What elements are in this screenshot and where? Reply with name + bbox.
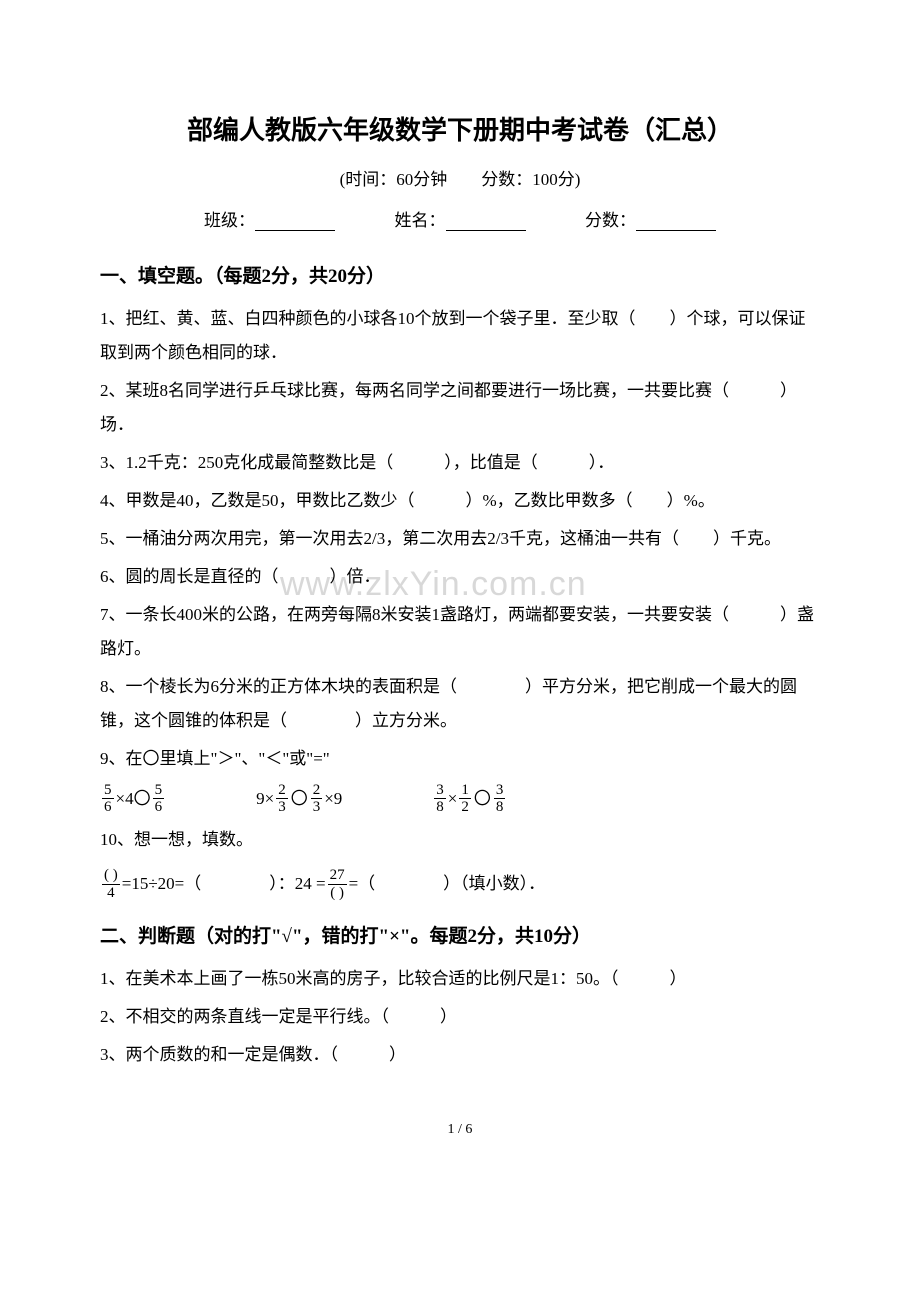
frac-num: 2 [311,782,323,799]
name-blank [446,213,526,231]
circle: 〇 [474,780,491,817]
s1-q7: 7、一条长400米的公路，在两旁每隔8米安装1盏路灯，两端都要安装，一共要安装（… [100,598,820,666]
mid-text: ×4〇 [116,780,151,817]
text: =（ ）（填小数）． [349,872,546,896]
frac-num: 2 [276,782,288,799]
frac-den: 3 [311,798,323,816]
frac-num: ( ) [102,867,120,884]
s1-q3: 3、1.2千克：250克化成最简整数比是（ ），比值是（ ）． [100,446,820,480]
s1-q10-eq: ( )4 =15÷20=（ ）：24 = 27( ) =（ ）（填小数）． [100,867,820,901]
s1-q9-item1: 56 ×4〇 56 [100,780,166,817]
frac-num: 3 [434,782,446,799]
class-label: 班级： [204,211,255,230]
s2-q2: 2、不相交的两条直线一定是平行线。（ ） [100,1000,820,1034]
frac-num: 27 [328,867,347,884]
s1-q9: 9、在〇里填上"＞"、"＜"或"=" [100,742,820,776]
s1-q6: 6、圆的周长是直径的（ ）倍． [100,560,820,594]
frac-num: 3 [494,782,506,799]
s1-q2: 2、某班8名同学进行乒乓球比赛，每两名同学之间都要进行一场比赛，一共要比赛（ ）… [100,374,820,442]
s1-q10: 10、想一想，填数。 [100,823,820,857]
frac-num: 5 [102,782,114,799]
frac-num: 5 [153,782,165,799]
section2-header: 二、判断题（对的打"√"，错的打"×"。每题2分，共10分） [100,921,820,948]
subtitle: (时间：60分钟 分数：100分) [100,165,820,190]
section1-header: 一、填空题。（每题2分，共20分） [100,261,820,288]
s2-q3: 3、两个质数的和一定是偶数．（ ） [100,1038,820,1072]
frac-den: 4 [102,884,120,902]
class-blank [255,213,335,231]
text: =15÷20=（ ）：24 = [122,872,326,896]
frac-den: 6 [102,798,114,816]
text: ×9 [324,780,342,817]
text: × [448,780,458,817]
frac-den: 3 [276,798,288,816]
s1-q4: 4、甲数是40，乙数是50，甲数比乙数少（ ）%，乙数比甲数多（ ）%。 [100,484,820,518]
form-line: 班级： 姓名： 分数： [100,206,820,231]
score-label: 分数： [585,211,636,230]
score-blank [636,213,716,231]
circle: 〇 [291,780,308,817]
name-label: 姓名： [395,211,446,230]
s1-q8: 8、一个棱长为6分米的正方体木块的表面积是（ ）平方分米，把它削成一个最大的圆锥… [100,670,820,738]
frac-den: ( ) [328,884,347,902]
s1-q9-item2: 9× 23 〇 23 ×9 [256,780,342,817]
page-footer: 1 / 6 [100,1122,820,1138]
s1-q1: 1、把红、黄、蓝、白四种颜色的小球各10个放到一个袋子里．至少取（ ）个球，可以… [100,302,820,370]
s2-q1: 1、在美术本上画了一栋50米高的房子，比较合适的比例尺是1：50。（ ） [100,962,820,996]
frac-den: 8 [434,798,446,816]
frac-den: 2 [459,798,471,816]
s1-q5: 5、一桶油分两次用完，第一次用去2/3，第二次用去2/3千克，这桶油一共有（ ）… [100,522,820,556]
s1-q9-items: 56 ×4〇 56 9× 23 〇 23 ×9 38 × 12 〇 38 [100,780,820,817]
frac-den: 8 [494,798,506,816]
frac-num: 1 [459,782,471,799]
page-title: 部编人教版六年级数学下册期中考试卷（汇总） [100,110,820,147]
text: 9× [256,780,274,817]
s1-q9-item3: 38 × 12 〇 38 [432,780,507,817]
frac-den: 6 [153,798,165,816]
